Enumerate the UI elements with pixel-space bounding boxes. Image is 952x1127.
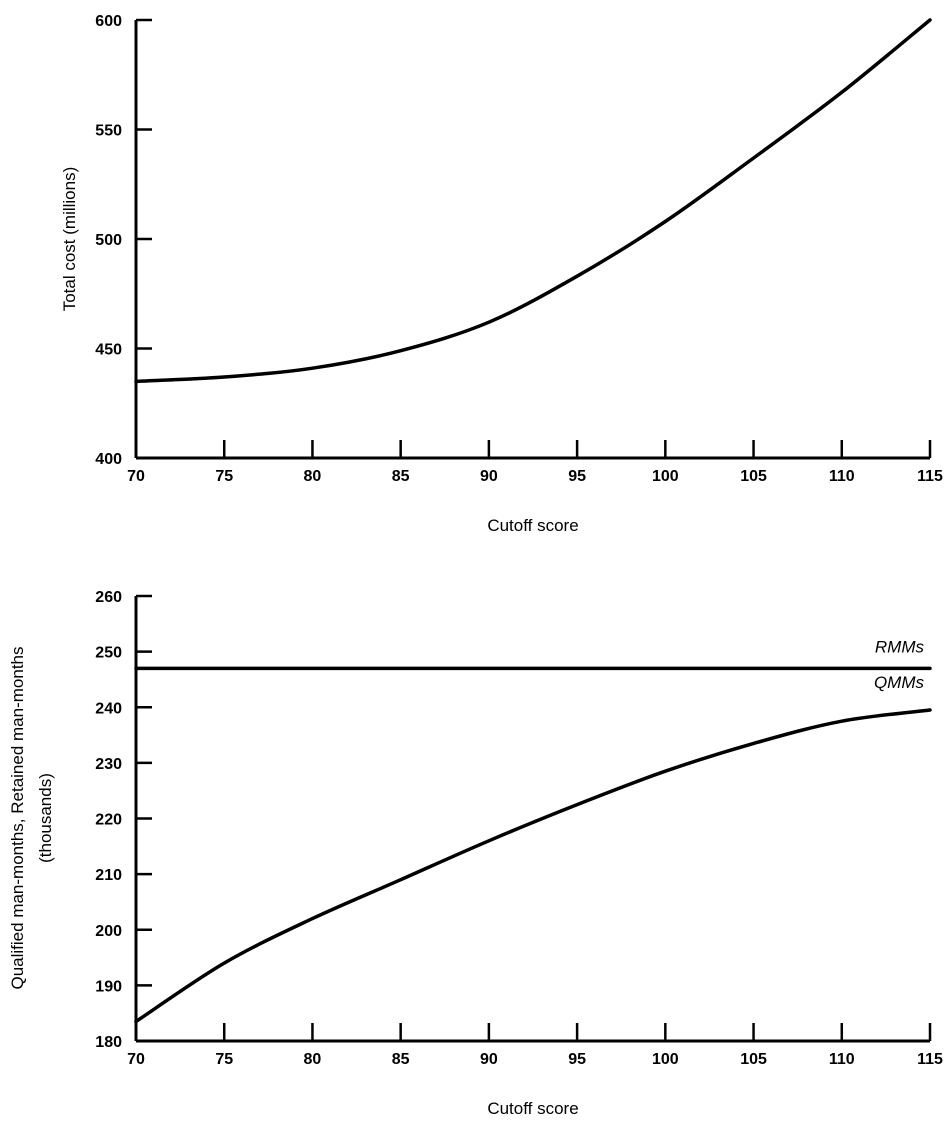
rmms-label: RMMs: [875, 637, 925, 656]
y-tick-label: 500: [95, 232, 122, 249]
x-axis-label: Cutoff score: [487, 516, 578, 535]
y-tick-label: 250: [95, 645, 122, 662]
x-tick-label: 80: [304, 1051, 322, 1068]
y-axis-label: Qualified man-months, Retained man-month…: [8, 647, 27, 990]
x-tick-label: 90: [480, 468, 498, 485]
x-tick-label: 115: [917, 1051, 943, 1068]
y-tick-label: 200: [95, 923, 122, 940]
y-axis-label-units: (thousands): [36, 773, 55, 863]
x-tick-label: 85: [392, 1051, 410, 1068]
x-tick-label: 80: [304, 468, 322, 485]
x-tick-label: 110: [829, 468, 855, 485]
x-tick-label: 105: [740, 1051, 767, 1068]
x-tick-label: 75: [215, 1051, 233, 1068]
x-tick-label: 95: [568, 1051, 586, 1068]
x-tick-label: 75: [215, 468, 233, 485]
series-1-line: [134, 18, 932, 384]
y-tick-label: 550: [95, 123, 122, 140]
y-tick-label: 260: [95, 589, 122, 606]
qmms-label: QMMs: [874, 673, 925, 692]
y-tick-label: 400: [95, 451, 122, 468]
chart-panel-1: 70 75 80 85 90 95 100 105 110 115 400 450 500 550 600 C…: [60, 13, 943, 535]
y-axis-label: Total cost (millions): [60, 167, 79, 312]
y-tick-label: 180: [95, 1034, 122, 1051]
chart-panel-2: 70 75 80 85 90 95 100 105 110 115 180 190 200 210 220 2…: [8, 589, 943, 1118]
x-tick-label: 115: [917, 468, 943, 485]
y-tick-label: 220: [95, 812, 122, 829]
qmms-line: [134, 708, 932, 1024]
x-tick-label: 100: [652, 1051, 679, 1068]
x-tick-label: 110: [829, 1051, 855, 1068]
y-tick-label: 210: [95, 867, 122, 884]
x-tick-label: 70: [127, 1051, 145, 1068]
x-tick-label: 105: [740, 468, 767, 485]
y-tick-label: 240: [95, 700, 122, 717]
y-tick-label: 190: [95, 978, 122, 995]
x-tick-label: 85: [392, 468, 410, 485]
y-tick-label: 450: [95, 342, 122, 359]
x-tick-label: 70: [127, 468, 145, 485]
y-tick-label: 230: [95, 756, 122, 773]
y-tick-label: 600: [95, 13, 122, 30]
x-axis-label: Cutoff score: [487, 1099, 578, 1118]
x-tick-label: 95: [568, 468, 586, 485]
x-tick-label: 90: [480, 1051, 498, 1068]
x-tick-label: 100: [652, 468, 679, 485]
